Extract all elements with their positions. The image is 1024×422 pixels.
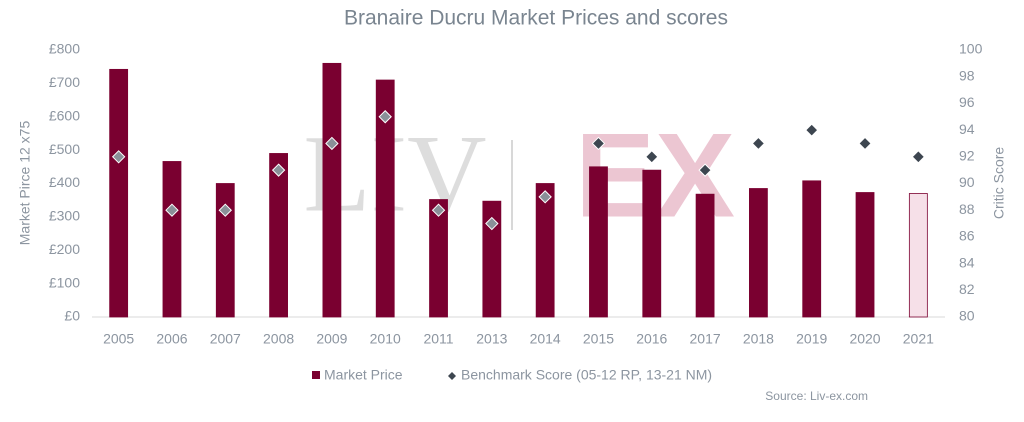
x-tick-label: 2010 xyxy=(370,331,401,347)
score-marker xyxy=(218,203,232,217)
y-tick-label: £100 xyxy=(49,274,80,290)
x-tick-label: 2017 xyxy=(690,331,721,347)
y2-tick-label: 84 xyxy=(959,254,975,270)
x-tick-label: 2006 xyxy=(156,331,187,347)
y-tick-label: £700 xyxy=(49,74,80,90)
score-marker xyxy=(858,136,872,151)
x-tick-label: 2021 xyxy=(903,331,934,347)
y2-tick-label: 94 xyxy=(959,121,975,137)
y2-tick-label: 88 xyxy=(959,201,975,217)
x-tick-label: 2011 xyxy=(423,331,453,347)
bar xyxy=(855,192,875,318)
source: Source: Liv-ex.com xyxy=(765,389,868,403)
score-marker xyxy=(805,123,819,137)
bar xyxy=(482,200,502,318)
y-tick-label: £200 xyxy=(49,241,80,257)
score-marker xyxy=(698,163,712,177)
y2-tick-label: 82 xyxy=(959,281,975,297)
bar xyxy=(908,193,928,318)
bar xyxy=(695,193,715,318)
y2-tick-label: 92 xyxy=(959,148,975,164)
y-tick-label: £600 xyxy=(49,107,80,123)
y2-tick-label: 80 xyxy=(959,308,975,324)
bar xyxy=(375,79,395,318)
legend-swatch xyxy=(448,372,456,380)
score-marker xyxy=(378,110,392,124)
bar xyxy=(109,68,129,318)
score-marker xyxy=(645,150,659,164)
y2-axis-title: Critic Score xyxy=(991,147,1007,220)
legend-label: Market Price xyxy=(324,367,403,383)
score-marker xyxy=(271,163,286,177)
x-tick-label: 2014 xyxy=(530,331,561,347)
score-marker xyxy=(591,136,606,151)
score-marker xyxy=(911,150,926,164)
y2-tick-label: 98 xyxy=(959,67,975,83)
x-tick-label: 2018 xyxy=(743,331,774,347)
x-tick-label: 2009 xyxy=(316,331,347,347)
bar xyxy=(642,169,662,318)
legend-label: Benchmark Score (05-12 RP, 13-21 NM) xyxy=(461,367,712,383)
y-tick-label: £800 xyxy=(49,41,80,57)
score-marker xyxy=(485,216,499,231)
bar xyxy=(429,199,448,318)
bar xyxy=(322,62,342,318)
y2-tick-label: 96 xyxy=(959,94,975,110)
legend-swatch xyxy=(312,371,320,379)
y-tick-label: £400 xyxy=(49,174,80,190)
x-tick-label: 2008 xyxy=(263,331,294,347)
y-tick-label: £500 xyxy=(49,141,80,157)
bar xyxy=(749,188,768,318)
bar xyxy=(215,183,235,318)
x-tick-label: 2019 xyxy=(796,331,827,347)
x-tick-label: 2016 xyxy=(636,331,667,347)
y-tick-label: £300 xyxy=(49,208,80,224)
bar xyxy=(589,166,608,318)
x-tick-label: 2015 xyxy=(583,331,614,347)
bar xyxy=(269,153,288,318)
x-tick-label: 2020 xyxy=(849,331,880,347)
x-tick-label: 2007 xyxy=(210,331,241,347)
y2-tick-label: 86 xyxy=(959,228,975,244)
y2-tick-label: 100 xyxy=(959,41,983,57)
bar xyxy=(162,161,182,318)
y-axis-title: Market Pirce 12 x75 xyxy=(17,121,33,246)
bar xyxy=(802,180,822,318)
x-tick-label: 2013 xyxy=(476,331,507,347)
score-marker xyxy=(538,190,552,204)
y2-tick-label: 90 xyxy=(959,174,975,190)
chart-title: Branaire Ducru Market Prices and scores xyxy=(344,7,728,30)
score-marker xyxy=(751,136,766,151)
score-marker xyxy=(325,136,339,151)
score-marker xyxy=(165,203,179,217)
y-tick-label: £0 xyxy=(64,308,80,324)
score-marker xyxy=(111,150,126,164)
score-marker xyxy=(431,203,446,217)
x-tick-label: 2005 xyxy=(103,331,134,347)
bar xyxy=(535,183,555,318)
